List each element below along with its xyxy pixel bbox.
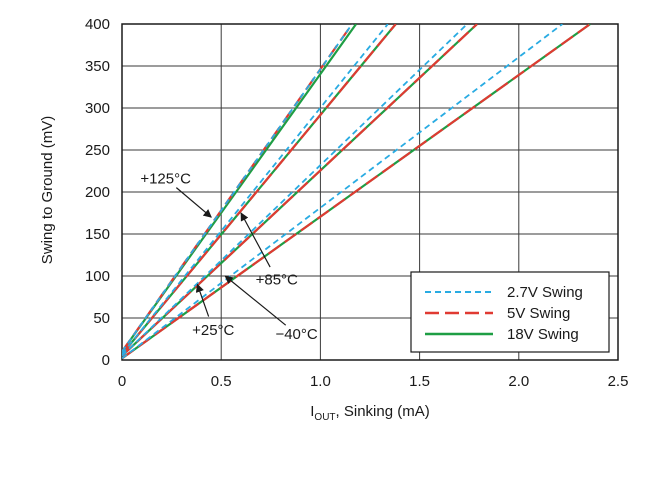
series-line-5v-swing xyxy=(122,24,397,355)
y-tick-label: 300 xyxy=(85,100,110,117)
y-tick-label: 400 xyxy=(85,16,110,33)
x-tick-label: 2.5 xyxy=(608,373,629,390)
legend-label: 2.7V Swing xyxy=(507,284,583,301)
x-tick-label: 0 xyxy=(118,373,126,390)
y-tick-label: 150 xyxy=(85,226,110,243)
annotations: +125°C +85°C +25°C −40°C xyxy=(140,171,318,343)
y-axis-title: Swing to Ground (mV) xyxy=(39,116,56,264)
x-axis-title-main: I xyxy=(310,403,314,420)
x-axis-title: IOUT, Sinking (mA) xyxy=(310,403,429,423)
annotation-arrow xyxy=(240,212,271,268)
legend-label: 18V Swing xyxy=(507,326,579,343)
series-line-2-7v-swing xyxy=(122,24,389,355)
y-tick-label: 250 xyxy=(85,142,110,159)
series-line-5v-swing xyxy=(122,24,478,357)
x-tick-label: 0.5 xyxy=(211,373,232,390)
annotation-arrow xyxy=(175,187,212,218)
y-tick-label: 50 xyxy=(93,310,110,327)
legend: 2.7V Swing 5V Swing 18V Swing xyxy=(410,271,610,353)
x-tick-label: 1.0 xyxy=(310,373,331,390)
y-tick-label: 200 xyxy=(85,184,110,201)
y-tick-label: 350 xyxy=(85,58,110,75)
series-line-2-7v-swing xyxy=(122,24,353,353)
y-tick-label: 0 xyxy=(102,352,110,369)
series-line-5v-swing xyxy=(122,24,591,360)
series-line-2-7v-swing xyxy=(122,24,563,360)
x-axis-title-subscript: OUT xyxy=(314,412,335,423)
legend-label: 5V Swing xyxy=(507,305,570,322)
annotation-arrow xyxy=(224,275,287,326)
data-series xyxy=(122,24,591,360)
temperature-annotation: +85°C xyxy=(256,271,298,288)
temperature-annotation: +125°C xyxy=(140,171,191,188)
temperature-annotation: +25°C xyxy=(192,322,234,339)
legend-box xyxy=(410,271,610,353)
axes: 0 0.5 1.0 1.5 2.0 2.5 0 50 100 150 200 250 300 350 400 xyxy=(85,16,628,390)
temperature-annotation: −40°C xyxy=(275,326,317,343)
plot-frame xyxy=(121,23,619,361)
y-tick-label: 100 xyxy=(85,268,110,285)
x-tick-label: 2.0 xyxy=(508,373,529,390)
x-tick-label: 1.5 xyxy=(409,373,430,390)
x-axis-title-rest: , Sinking (mA) xyxy=(336,403,430,420)
annotation-arrow xyxy=(195,283,210,317)
